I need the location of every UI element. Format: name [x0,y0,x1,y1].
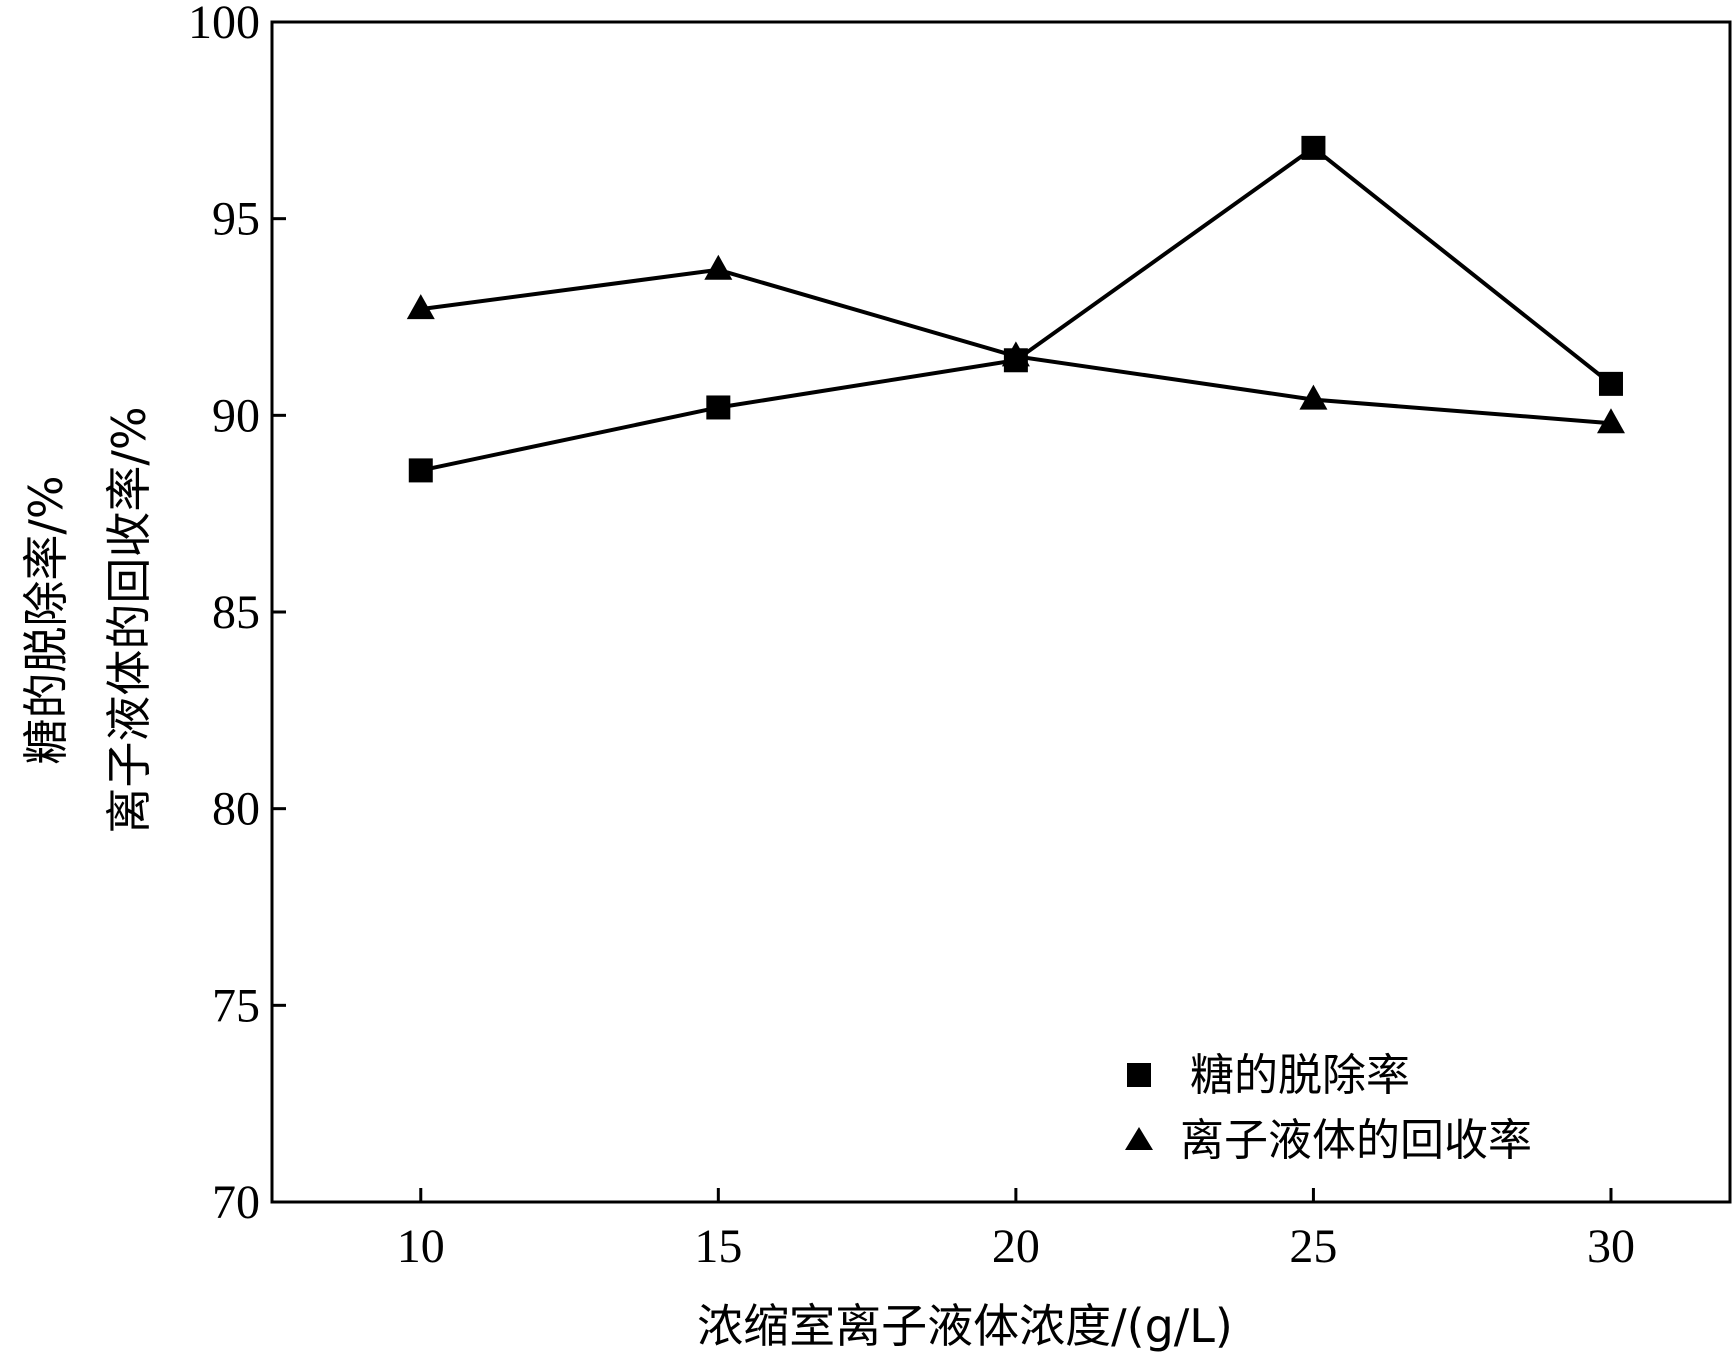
x-tick-label: 30 [1587,1220,1635,1273]
data-point-triangle [704,254,733,280]
y-tick-label: 100 [188,0,260,49]
legend-triangle-marker [1125,1127,1153,1150]
data-point-triangle [406,294,435,320]
data-point-triangle [1299,384,1328,410]
x-tick-label: 10 [397,1220,445,1273]
data-point-triangle [1001,341,1030,367]
y-axis-ticks: 70 75 80 85 90 95 100 [188,0,286,1229]
x-axis-title: 浓缩室离子液体浓度/(g/L) [697,1299,1233,1353]
y-tick-label: 75 [212,979,260,1032]
plot-frame [270,20,1732,1204]
legend-label-sugar: 糖的脱除率 [1190,1050,1410,1101]
y-axis-title-line-1: 糖的脱除率/% [19,475,73,764]
legend-label-ionic-liquid: 离子液体的回收率 [1180,1115,1532,1166]
legend: 糖的脱除率 离子液体的回收率 [1125,1050,1532,1166]
y-tick-label: 90 [212,389,260,442]
series-line-1 [420,145,1613,473]
series-layer [406,135,1625,483]
legend-square-marker [1127,1063,1151,1087]
x-tick-label: 15 [694,1220,742,1273]
y-tick-label: 80 [212,783,260,836]
y-tick-label: 70 [212,1176,260,1229]
data-point-square [1301,135,1326,160]
y-tick-label: 95 [212,193,260,246]
data-point-triangle [1596,408,1625,434]
y-tick-label: 85 [212,586,260,639]
y-axis-title-line-2: 离子液体的回收率/% [102,406,156,833]
data-point-square [706,395,731,420]
data-point-square [1598,371,1623,396]
data-point-square [408,458,433,483]
x-tick-label: 25 [1289,1220,1337,1273]
x-tick-label: 20 [992,1220,1040,1273]
x-axis-ticks: 10 15 20 25 30 [397,1188,1635,1273]
